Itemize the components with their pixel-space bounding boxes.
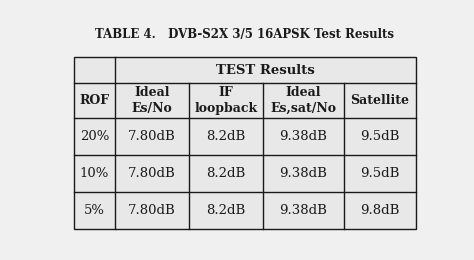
Text: 8.2dB: 8.2dB (206, 167, 246, 180)
Text: Ideal
Es,sat/No: Ideal Es,sat/No (270, 86, 336, 115)
Text: 8.2dB: 8.2dB (206, 130, 246, 143)
Text: 9.5dB: 9.5dB (360, 130, 399, 143)
Text: IF
loopback: IF loopback (194, 86, 257, 115)
Text: 7.80dB: 7.80dB (128, 167, 176, 180)
Text: 9.8dB: 9.8dB (360, 204, 399, 217)
Text: 10%: 10% (80, 167, 109, 180)
Text: 7.80dB: 7.80dB (128, 204, 176, 217)
Text: 9.5dB: 9.5dB (360, 167, 399, 180)
Text: Satellite: Satellite (350, 94, 409, 107)
Text: TABLE 4.   DVB-S2X 3/5 16APSK Test Results: TABLE 4. DVB-S2X 3/5 16APSK Test Results (95, 28, 394, 41)
Text: ROF: ROF (80, 94, 109, 107)
Text: 8.2dB: 8.2dB (206, 204, 246, 217)
Text: 5%: 5% (84, 204, 105, 217)
Text: Ideal
Es/No: Ideal Es/No (132, 86, 173, 115)
Text: 9.38dB: 9.38dB (279, 130, 327, 143)
Text: 20%: 20% (80, 130, 109, 143)
Text: TEST Results: TEST Results (216, 64, 315, 77)
Text: 9.38dB: 9.38dB (279, 204, 327, 217)
Text: 7.80dB: 7.80dB (128, 130, 176, 143)
Text: 9.38dB: 9.38dB (279, 167, 327, 180)
